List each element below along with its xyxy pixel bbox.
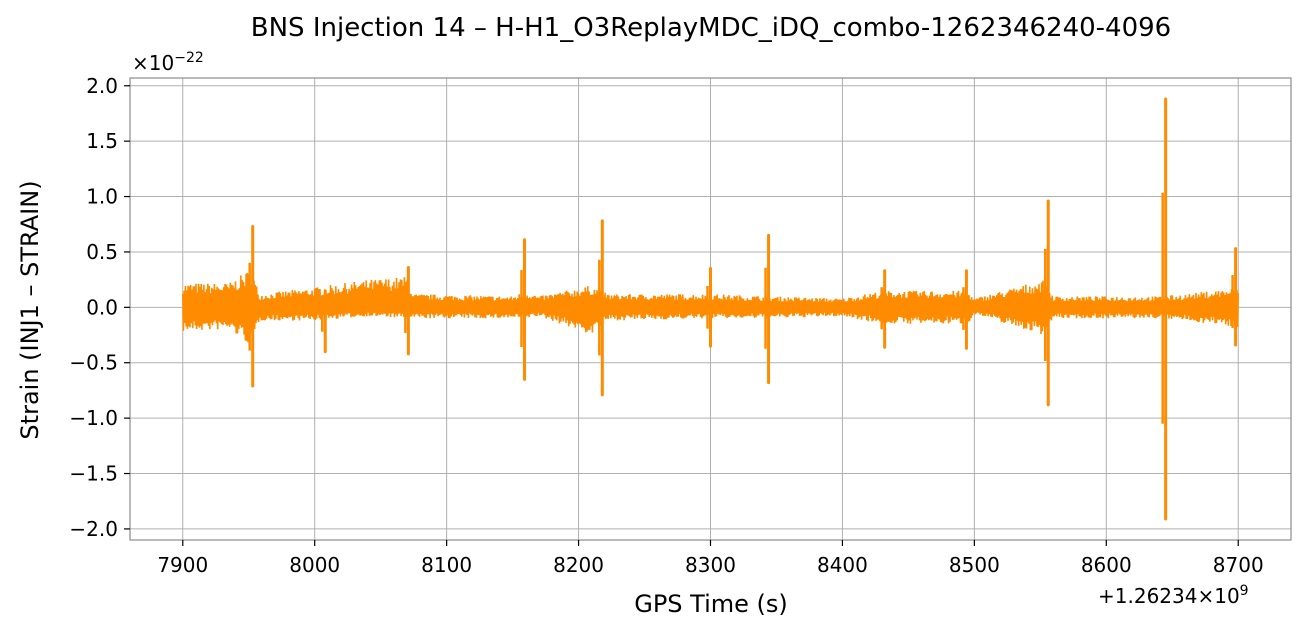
y-axis: 2.0 1.5 1.0 0.5 0.0 −0.5 −1.0 −1.5 −2.0 <box>69 74 130 541</box>
y-tick-label: 2.0 <box>86 74 118 98</box>
chart-title: BNS Injection 14 – H-H1_O3ReplayMDC_iDQ_… <box>251 13 1171 43</box>
y-tick-label: 0.0 <box>86 295 118 319</box>
x-tick-label: 8100 <box>421 553 472 577</box>
x-offset-factor: +1.26234×109 <box>1098 583 1249 608</box>
y-tick-label: 1.0 <box>86 185 118 209</box>
x-tick-label: 8300 <box>685 553 736 577</box>
x-tick-label: 8400 <box>817 553 868 577</box>
x-tick-label: 7900 <box>157 553 208 577</box>
y-axis-label: Strain (INJ1 – STRAIN) <box>16 180 44 439</box>
x-axis-label: GPS Time (s) <box>634 590 788 618</box>
x-tick-label: 8600 <box>1081 553 1132 577</box>
y-scale-exponent: −22 <box>174 50 204 66</box>
y-tick-label: −2.0 <box>69 517 118 541</box>
y-tick-label: −0.5 <box>69 351 118 375</box>
x-offset-exponent: 9 <box>1240 583 1249 599</box>
y-scale-factor: ×10−22 <box>132 50 204 75</box>
x-tick-label: 8700 <box>1213 553 1264 577</box>
y-tick-label: −1.0 <box>69 406 118 430</box>
x-axis: 7900 8000 8100 8200 8300 8400 8500 8600 8700 <box>157 540 1264 577</box>
x-tick-label: 8000 <box>289 553 340 577</box>
series-strain <box>182 97 1239 521</box>
y-tick-label: 1.5 <box>86 129 118 153</box>
y-tick-label: 0.5 <box>86 240 118 264</box>
x-tick-label: 8500 <box>949 553 1000 577</box>
y-tick-label: −1.5 <box>69 462 118 486</box>
x-tick-label: 8200 <box>553 553 604 577</box>
